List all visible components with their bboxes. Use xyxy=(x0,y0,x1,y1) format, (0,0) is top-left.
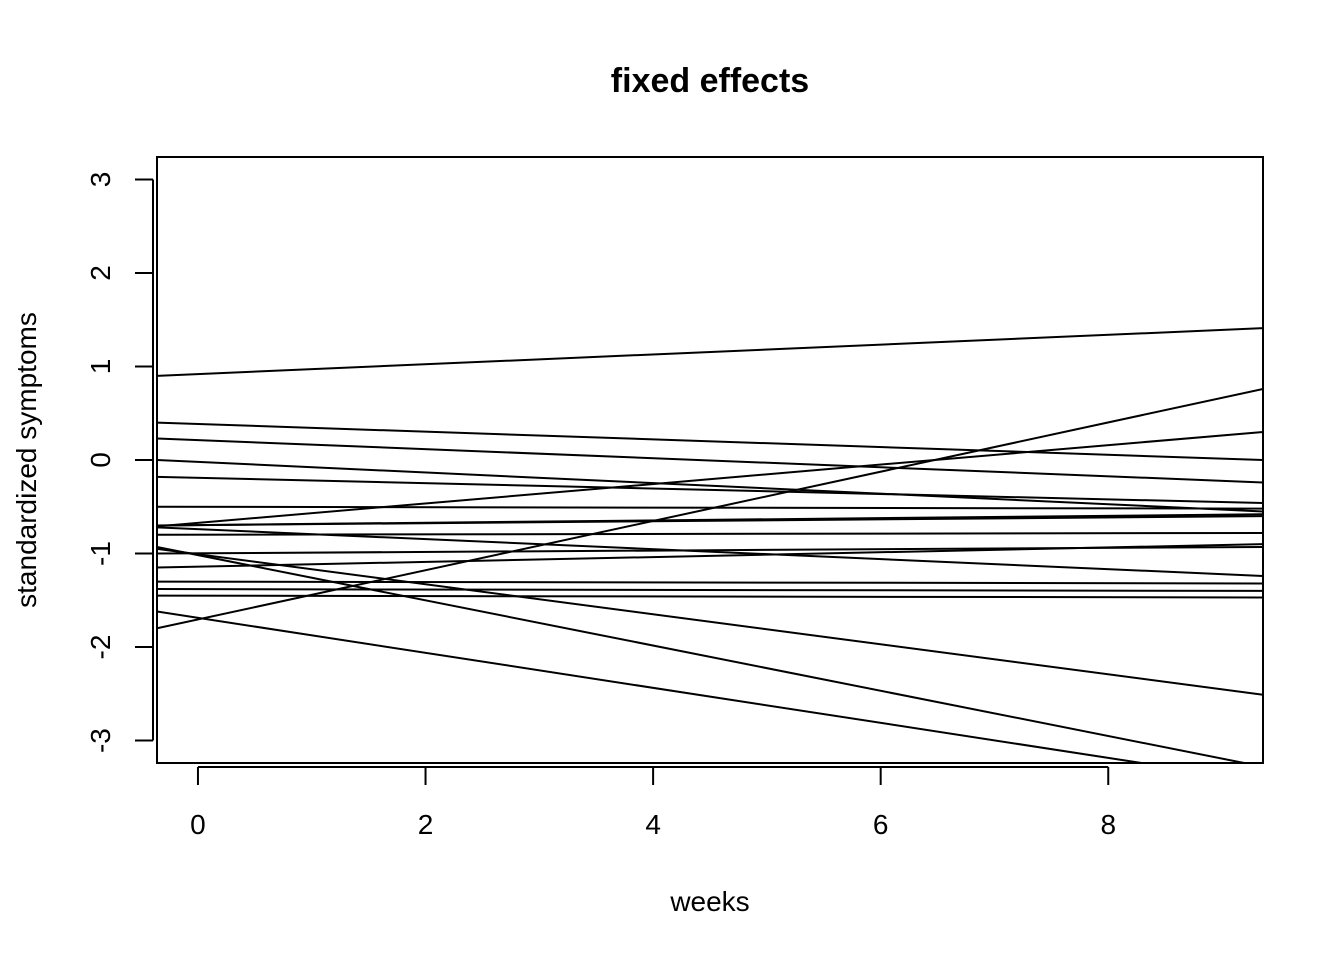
series-line-10 xyxy=(157,515,1263,527)
series-line-5 xyxy=(157,459,1263,513)
x-tick-label: 2 xyxy=(418,809,434,840)
chart-title: fixed effects xyxy=(611,62,809,100)
series-line-20 xyxy=(157,610,1149,763)
y-tick-label: -3 xyxy=(85,728,116,753)
series-line-8 xyxy=(157,430,1263,528)
series-line-3 xyxy=(157,421,1263,461)
y-axis: -3 -2 -1 0 1 2 3 xyxy=(85,172,154,753)
y-axis-label: standardized symptoms xyxy=(11,312,42,608)
series-line-14 xyxy=(157,545,1263,555)
x-tick-label: 0 xyxy=(190,809,206,840)
y-tick-label: 0 xyxy=(85,452,116,468)
series-line-6 xyxy=(157,475,1263,505)
x-tick-label: 8 xyxy=(1100,809,1116,840)
y-tick-label: 1 xyxy=(85,359,116,375)
series-line-16 xyxy=(157,588,1263,592)
x-axis-label: weeks xyxy=(669,886,749,917)
x-tick-label: 4 xyxy=(645,809,661,840)
series-line-19 xyxy=(157,545,1250,763)
series-line-7 xyxy=(157,505,1263,510)
x-axis: 0 2 4 6 8 xyxy=(190,766,1116,840)
series-line-1 xyxy=(157,327,1263,377)
series-line-12 xyxy=(157,526,1263,577)
series-line-4 xyxy=(157,437,1263,484)
y-tick-label: -1 xyxy=(85,541,116,566)
series-layer xyxy=(157,327,1263,763)
y-tick-label: 3 xyxy=(85,172,116,188)
x-tick-label: 6 xyxy=(873,809,889,840)
series-line-17 xyxy=(157,594,1263,599)
series-line-15 xyxy=(157,580,1263,585)
series-line-18 xyxy=(157,547,1263,696)
y-tick-label: -2 xyxy=(85,635,116,660)
y-tick-label: 2 xyxy=(85,265,116,281)
plot-frame xyxy=(156,156,1264,764)
